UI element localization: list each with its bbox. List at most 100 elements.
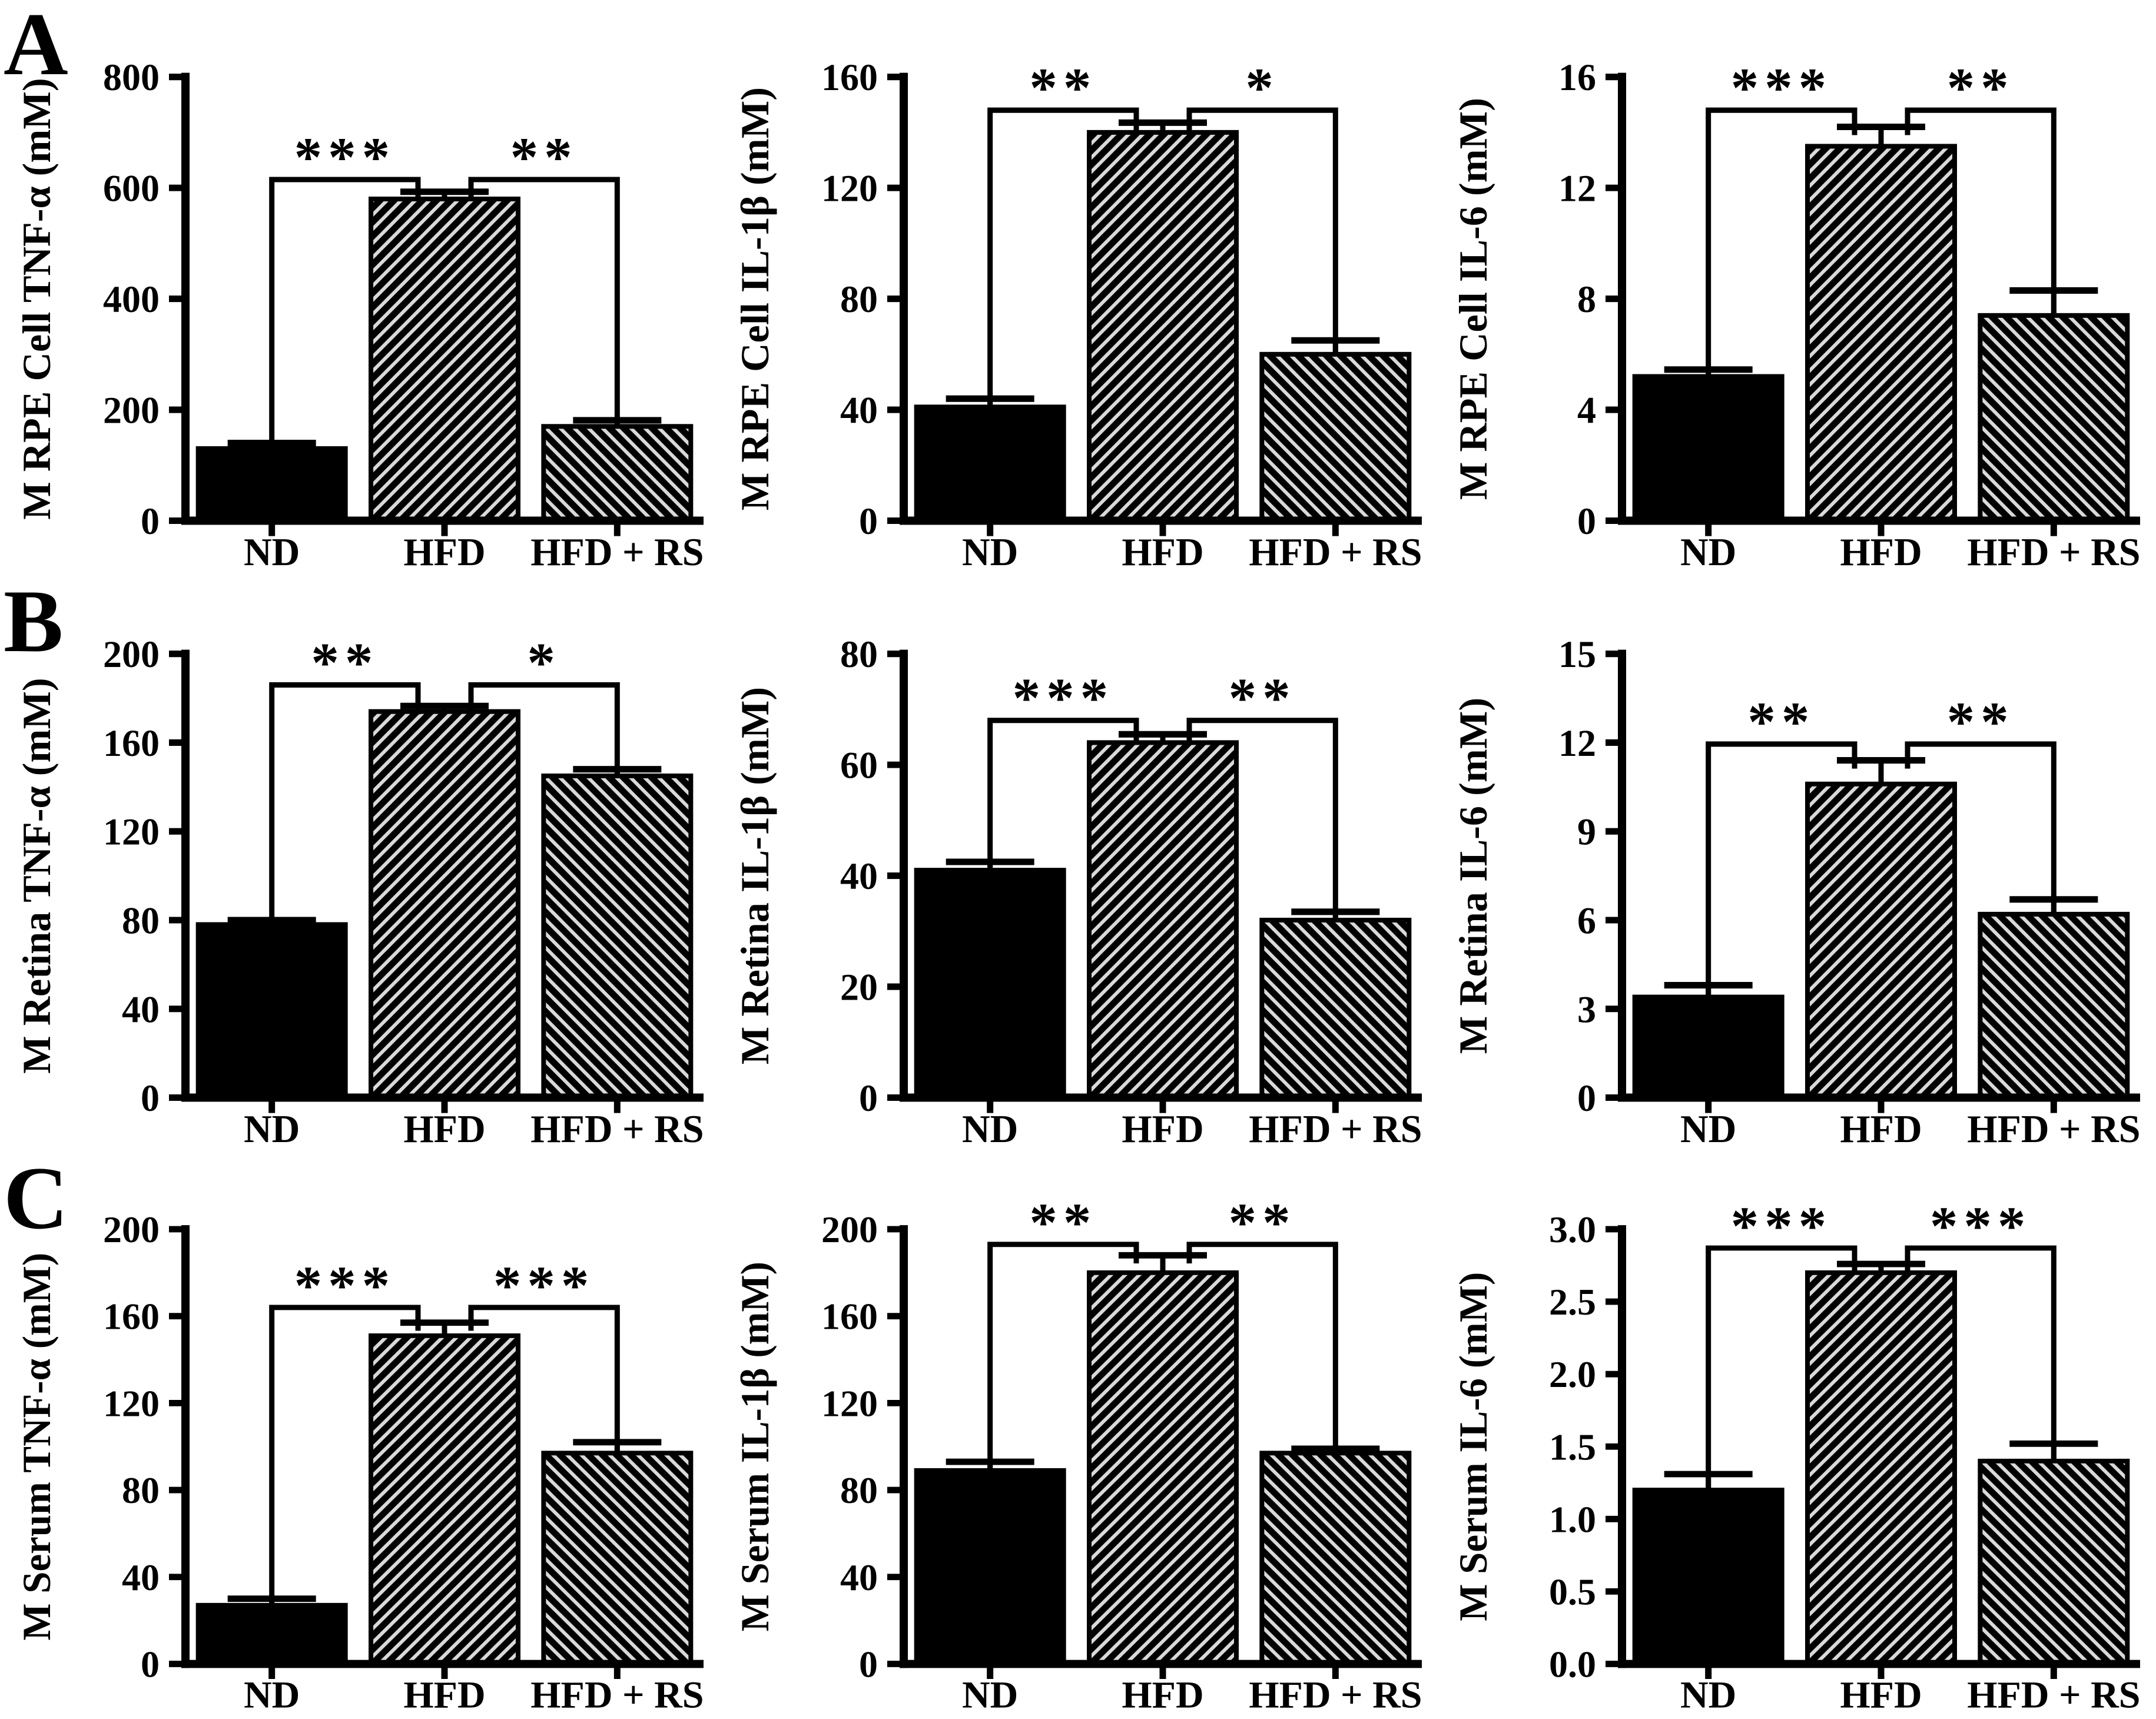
y-tick-label: 0 [859, 500, 878, 542]
panel-row-b: B ** * 0 40 80 120 160 200 ND HFD HFD + RS M Retina… [0, 572, 2156, 1154]
y-tick-label: 0 [859, 1644, 878, 1685]
y-tick-label: 2.5 [1549, 1282, 1596, 1323]
x-category-label: HFD [1840, 531, 1922, 574]
sig-stars-right: * [527, 631, 561, 693]
x-category-label: HFD + RS [1967, 531, 2140, 574]
sig-bracket-right [1905, 1245, 2057, 1461]
chart-rpe-il6: *** ** 0 4 8 12 16 ND HFD HFD + RS M RPE Cell IL-6… [1437, 0, 2155, 577]
y-tick-label: 12 [1558, 722, 1596, 764]
chart-retina-tnf-alpha: ** * 0 40 80 120 160 200 ND HFD HFD + RS M Retina T… [0, 577, 718, 1154]
y-tick-label: 200 [821, 1209, 878, 1250]
y-tick-label: 6 [1577, 900, 1596, 941]
sig-stars-right: *** [493, 1256, 595, 1316]
sig-bracket-right [468, 682, 620, 776]
sig-stars-left: ** [1029, 1193, 1097, 1253]
x-category-label: HFD [1122, 1108, 1203, 1151]
bar-hfd [369, 196, 520, 523]
chart-serum-il1b: ** ** 0 40 80 120 160 200 ND HFD HFD + RS M Serum I… [718, 1154, 1437, 1719]
y-tick-label: 120 [821, 1383, 878, 1424]
bar-hfd-rs [1259, 351, 1412, 523]
x-category-label: HFD [1122, 1674, 1203, 1716]
y-axis-title: M Retina TNF-α (mM) [14, 678, 59, 1074]
sig-bracket-right [1905, 107, 2057, 316]
sig-stars-right: ** [1229, 1193, 1296, 1253]
bar-hfd [1087, 740, 1239, 1100]
bar-chart-svg: *** *** 0 40 80 120 160 200 ND HFD HFD + RS M Serum… [15, 1209, 704, 1716]
x-category-label: ND [1680, 1108, 1736, 1151]
y-tick-label: 80 [840, 278, 878, 320]
y-axis-title: M Serum TNF-α (mM) [15, 1253, 59, 1641]
bar-hfd-rs [541, 773, 694, 1100]
x-category-label: ND [244, 1108, 300, 1151]
x-category-label: HFD + RS [1249, 1108, 1422, 1151]
y-tick-label: 8 [1577, 278, 1596, 320]
sig-bracket-right [1905, 741, 2057, 914]
y-tick-label: 800 [103, 57, 160, 98]
y-tick-label: 600 [103, 167, 160, 209]
y-tick-label: 2.0 [1549, 1354, 1596, 1395]
sig-bracket-left [1706, 107, 1858, 377]
y-tick-label: 3 [1577, 988, 1596, 1030]
x-category-label: HFD [1840, 1674, 1922, 1716]
x-category-label: ND [962, 531, 1018, 574]
sig-stars-right: *** [1930, 1196, 2031, 1257]
bar-nd [914, 1468, 1066, 1667]
sig-stars-right: ** [510, 126, 578, 188]
bar-hfd [369, 709, 520, 1100]
bar-hfd [369, 1333, 520, 1667]
x-category-label: ND [244, 531, 300, 574]
bar-nd [1632, 994, 1784, 1100]
bar-nd [914, 868, 1066, 1100]
sig-bracket-right [468, 1305, 620, 1453]
bar-nd [195, 446, 348, 523]
y-axis-title: M Serum IL-1β (mM) [733, 1262, 778, 1631]
chart-retina-il6: ** ** 0 3 6 9 12 15 ND HFD HFD + RS M Retina IL-6 (… [1437, 577, 2155, 1154]
y-tick-label: 40 [122, 988, 160, 1030]
bar-hfd-rs [541, 1451, 694, 1667]
y-tick-label: 0 [1577, 1077, 1596, 1119]
x-category-label: ND [1680, 1674, 1736, 1716]
y-tick-label: 0 [1577, 500, 1596, 542]
y-tick-label: 160 [103, 1296, 160, 1337]
y-tick-label: 12 [1558, 167, 1596, 209]
x-category-label: HFD [1840, 1108, 1922, 1151]
bar-chart-svg: ** ** 0 3 6 9 12 15 ND HFD HFD + RS M Retina IL-6 (… [1451, 633, 2140, 1151]
sig-bracket-left [987, 718, 1139, 871]
sig-bracket-right [1186, 107, 1338, 354]
chart-rpe-il1b: ** * 0 40 80 120 160 ND HFD HFD + RS M RPE Cell IL… [718, 0, 1437, 577]
sig-stars-left: ** [1029, 57, 1097, 119]
y-tick-label: 9 [1577, 811, 1596, 853]
x-category-label: HFD + RS [530, 531, 704, 574]
x-category-label: HFD + RS [530, 1674, 704, 1716]
sig-bracket-left [269, 682, 421, 925]
y-tick-label: 1.0 [1549, 1499, 1596, 1540]
x-category-label: HFD [403, 1674, 485, 1716]
x-category-label: HFD + RS [1249, 1674, 1422, 1716]
x-category-label: HFD [403, 531, 485, 574]
panel-row-c: C *** *** 0 40 80 120 160 200 ND HFD HFD + RS M Ser… [0, 1149, 2156, 1719]
y-tick-label: 60 [840, 744, 878, 786]
x-category-label: HFD [403, 1108, 485, 1151]
y-axis-title: M RPE Cell TNF-α (mM) [14, 78, 59, 519]
x-category-label: ND [962, 1674, 1018, 1716]
sig-stars-left: *** [1731, 1196, 1832, 1257]
y-tick-label: 0 [141, 1644, 160, 1685]
y-tick-label: 0.0 [1549, 1644, 1596, 1685]
y-tick-label: 80 [840, 633, 878, 675]
chart-serum-tnf-alpha: *** *** 0 40 80 120 160 200 ND HFD HFD + RS M Serum… [0, 1154, 718, 1719]
y-tick-label: 120 [103, 1383, 160, 1424]
y-tick-label: 1.5 [1549, 1426, 1596, 1468]
sig-bracket-left [987, 1242, 1139, 1471]
x-category-label: HFD [1122, 531, 1203, 574]
bar-hfd [1087, 130, 1239, 523]
x-category-label: HFD + RS [530, 1108, 704, 1151]
y-tick-label: 20 [840, 966, 878, 1008]
sig-bracket-right [1186, 1242, 1338, 1453]
bar-nd [914, 404, 1066, 523]
y-tick-label: 200 [103, 389, 160, 431]
y-tick-label: 40 [122, 1557, 160, 1598]
sig-stars-left: *** [1013, 666, 1114, 729]
